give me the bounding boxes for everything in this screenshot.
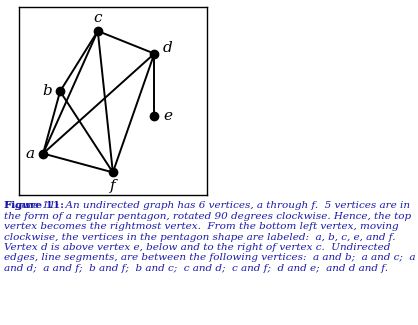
Text: a: a (25, 147, 34, 161)
Text: b: b (42, 84, 52, 98)
Text: Figure 11:  An undirected graph has 6 vertices, a through f.  5 vertices are in : Figure 11: An undirected graph has 6 ver… (4, 202, 415, 273)
Text: f: f (110, 178, 116, 193)
Text: e: e (163, 109, 172, 123)
Text: Figure 11:: Figure 11: (4, 202, 64, 211)
Text: c: c (94, 11, 102, 25)
Text: d: d (163, 41, 172, 55)
